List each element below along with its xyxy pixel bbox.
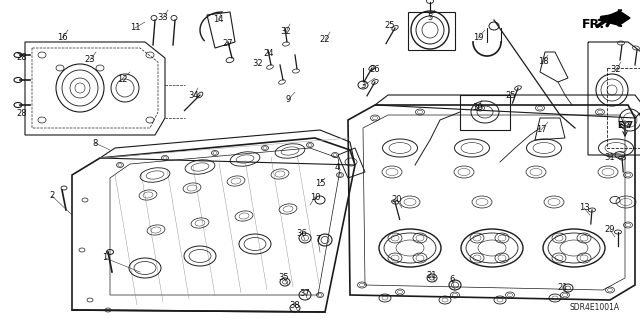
Text: 33: 33: [157, 13, 168, 23]
Text: 21: 21: [557, 283, 568, 292]
Text: 5: 5: [428, 13, 433, 23]
Text: 28: 28: [17, 53, 28, 62]
Text: 12: 12: [116, 75, 127, 84]
Text: 30: 30: [473, 103, 483, 113]
Text: 19: 19: [473, 33, 483, 42]
Text: 15: 15: [315, 179, 325, 188]
Text: 1: 1: [102, 254, 108, 263]
Text: 36: 36: [296, 228, 307, 238]
Text: 17: 17: [536, 125, 547, 135]
Text: 22: 22: [320, 35, 330, 44]
Text: 32: 32: [611, 65, 621, 75]
Text: 27: 27: [223, 39, 234, 48]
Text: 14: 14: [212, 16, 223, 25]
Text: 25: 25: [506, 91, 516, 100]
Text: 25: 25: [385, 20, 396, 29]
Text: FR.: FR.: [582, 19, 605, 32]
Text: 32: 32: [253, 58, 263, 68]
Text: 4: 4: [334, 164, 340, 173]
Text: 16: 16: [57, 33, 67, 42]
Text: E-7: E-7: [617, 121, 631, 130]
Text: 9: 9: [285, 95, 291, 105]
Text: 26: 26: [370, 65, 380, 75]
Text: 28: 28: [17, 108, 28, 117]
Text: 11: 11: [130, 24, 140, 33]
Text: 31: 31: [605, 153, 615, 162]
Text: E-7: E-7: [617, 121, 633, 130]
Text: 23: 23: [84, 56, 95, 64]
Text: 38: 38: [290, 300, 300, 309]
Text: 3: 3: [360, 81, 365, 91]
Text: 2: 2: [49, 191, 54, 201]
Text: 29: 29: [605, 226, 615, 234]
Text: 21: 21: [427, 271, 437, 279]
Polygon shape: [598, 10, 630, 26]
Text: 37: 37: [300, 288, 310, 298]
Text: 7: 7: [316, 235, 321, 244]
Text: 35: 35: [278, 273, 289, 283]
Text: 6: 6: [449, 276, 454, 285]
Text: 20: 20: [392, 196, 403, 204]
Text: 32: 32: [281, 27, 291, 36]
Text: 13: 13: [579, 204, 589, 212]
Text: 18: 18: [538, 57, 548, 66]
Text: SDR4E1001A: SDR4E1001A: [570, 303, 620, 312]
Text: 34: 34: [189, 91, 199, 100]
Text: 10: 10: [310, 192, 320, 202]
Text: 24: 24: [264, 48, 275, 57]
Text: 8: 8: [92, 138, 98, 147]
